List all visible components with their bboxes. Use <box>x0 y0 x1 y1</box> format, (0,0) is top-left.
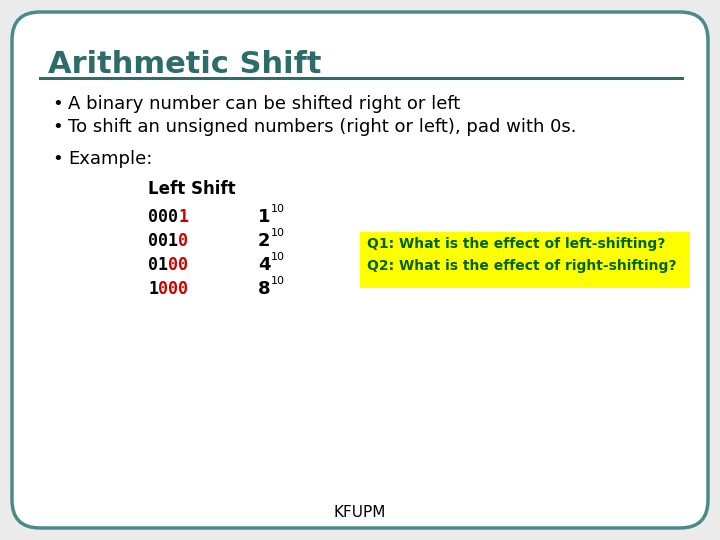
Text: 01: 01 <box>148 256 168 274</box>
Text: 000: 000 <box>158 280 188 298</box>
Text: •: • <box>52 150 63 168</box>
Text: 10: 10 <box>271 276 284 286</box>
Text: Q2: What is the effect of right-shifting?: Q2: What is the effect of right-shifting… <box>367 259 677 273</box>
Text: 00: 00 <box>168 256 188 274</box>
Text: Example:: Example: <box>68 150 153 168</box>
Text: •: • <box>52 118 63 136</box>
Text: 1: 1 <box>178 208 188 226</box>
Text: Q1: What is the effect of left-shifting?: Q1: What is the effect of left-shifting? <box>367 237 665 251</box>
Text: •: • <box>52 95 63 113</box>
Text: 8: 8 <box>258 280 271 298</box>
Text: 10: 10 <box>271 252 284 262</box>
Text: Arithmetic Shift: Arithmetic Shift <box>48 50 322 79</box>
Text: 2: 2 <box>258 232 271 250</box>
Text: 4: 4 <box>258 256 271 274</box>
Text: 001: 001 <box>148 232 178 250</box>
FancyBboxPatch shape <box>360 232 690 288</box>
Text: To shift an unsigned numbers (right or left), pad with 0s.: To shift an unsigned numbers (right or l… <box>68 118 577 136</box>
Text: 10: 10 <box>271 204 284 214</box>
Text: 10: 10 <box>271 228 284 238</box>
Text: 1: 1 <box>258 208 271 226</box>
Text: 0: 0 <box>178 232 188 250</box>
Text: A binary number can be shifted right or left: A binary number can be shifted right or … <box>68 95 460 113</box>
Text: KFUPM: KFUPM <box>334 505 386 520</box>
Text: 1: 1 <box>148 280 158 298</box>
Text: 000: 000 <box>148 208 178 226</box>
FancyBboxPatch shape <box>12 12 708 528</box>
Text: Left Shift: Left Shift <box>148 180 235 198</box>
